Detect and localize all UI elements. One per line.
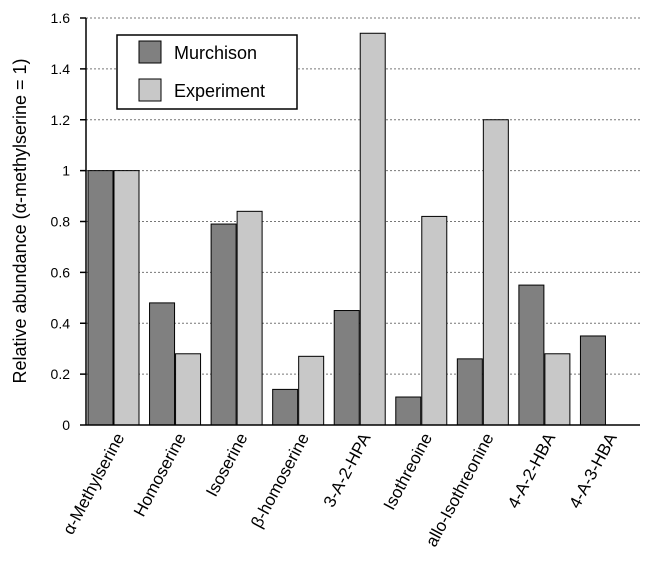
x-category-label: Isoserine [202,430,251,500]
bar-murchison [149,302,176,426]
bar-experiment [482,119,509,426]
bar-murchison [87,170,114,426]
legend-label-murchison: Murchison [174,43,257,63]
x-category-labels: α-Methylserine Homoserine Isoserineβ-homos… [59,429,621,549]
x-category-label: α-Methylserine [59,430,128,538]
bar-experiment [298,355,325,426]
bar-murchison [272,388,299,426]
bar-experiment [359,32,386,426]
x-category-label: 3-A-2-HPA [320,429,375,510]
bars [87,32,606,426]
bar-murchison [395,396,422,426]
bar-murchison [456,358,483,426]
y-tick-label: 1.4 [51,61,71,77]
y-tick-label: 0.8 [51,214,71,230]
legend: Murchison Experiment [116,34,298,110]
bar-murchison [333,310,360,426]
x-category-label: allo-Isothreonine [422,430,498,550]
bar-murchison [518,284,545,426]
legend-swatch-murchison [138,40,162,64]
y-tick-label: 0 [62,417,70,433]
y-tick-label: 0.6 [51,264,71,280]
x-category-label: 4-A-2-HBA [504,429,560,511]
x-category-label: 4-A-3-HBA [565,429,621,511]
x-category-label: β-homoserine [247,430,313,531]
axes [80,17,640,426]
y-tick-label: 0.2 [51,366,71,382]
x-category-label: Isothreoine [380,430,436,513]
y-tick-label: 1 [62,163,70,179]
legend-label-experiment: Experiment [174,81,265,101]
y-tick-labels: 0 0.2 0.4 0.6 0.8 1 1.2 1.4 1.6 [51,10,71,433]
y-tick-label: 1.2 [51,112,71,128]
bar-experiment [544,353,571,426]
y-axis-label: Relative abundance (α-methylserine = 1) [10,58,30,383]
y-tick-label: 1.6 [51,10,71,26]
x-category-label: Homoserine [130,430,190,520]
bar-murchison [579,335,606,426]
y-tick-label: 0.4 [51,315,71,331]
bar-experiment [175,353,202,426]
bar-experiment [113,170,140,426]
bar-experiment [421,215,448,426]
legend-swatch-experiment [138,78,162,102]
bar-experiment [236,210,263,426]
bar-murchison [210,223,237,426]
